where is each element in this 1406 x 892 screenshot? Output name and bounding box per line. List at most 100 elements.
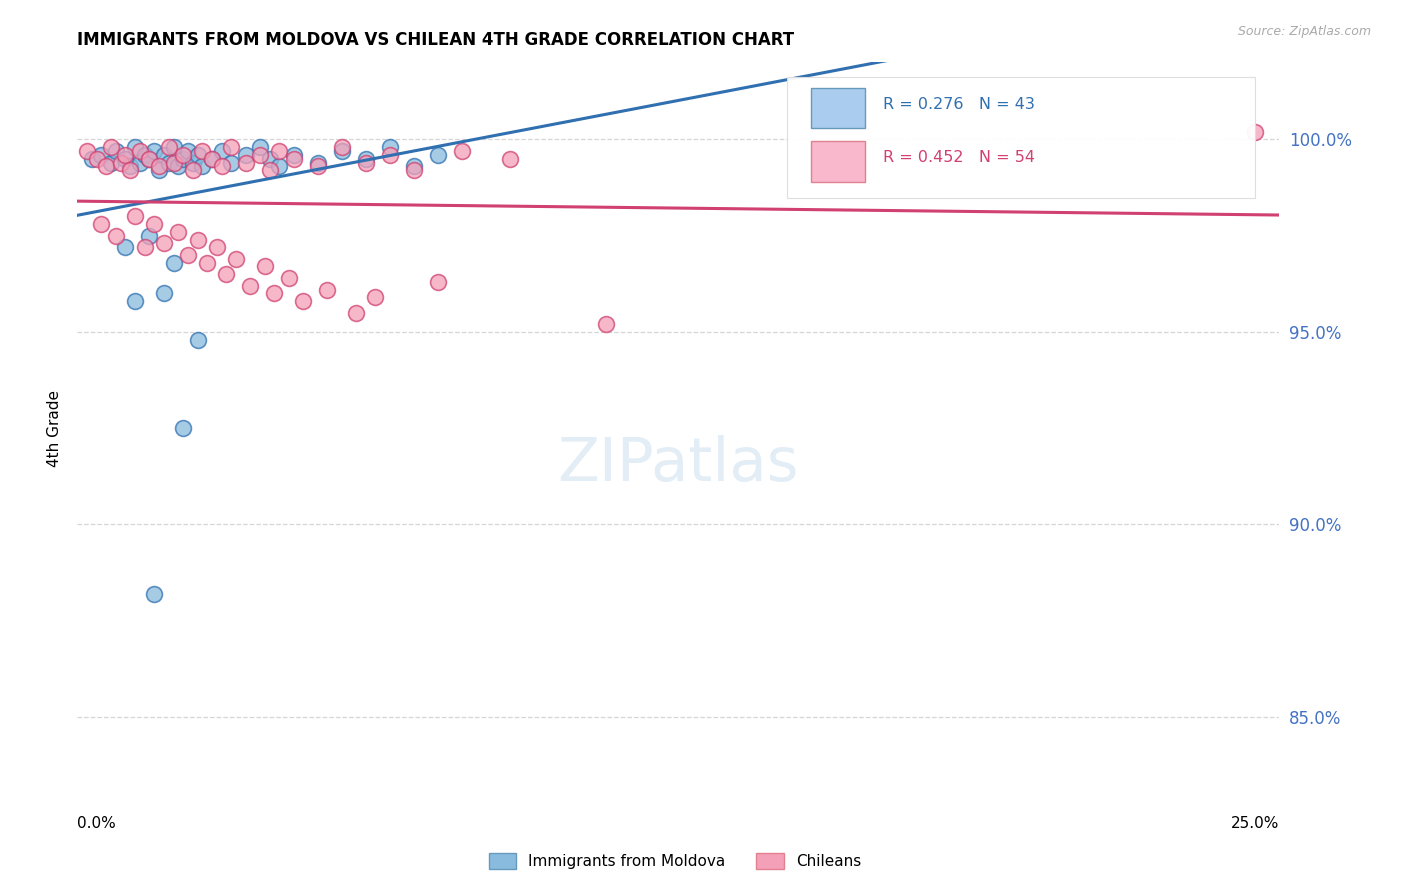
Point xyxy=(330,140,353,154)
Point xyxy=(90,148,112,162)
Point xyxy=(110,155,132,169)
Point xyxy=(104,144,127,158)
Point xyxy=(181,163,204,178)
Point xyxy=(253,260,276,274)
Point xyxy=(378,148,401,162)
Point xyxy=(364,290,387,304)
Point xyxy=(225,252,247,266)
Point xyxy=(283,148,305,162)
Point xyxy=(181,155,204,169)
Point xyxy=(354,152,377,166)
Point xyxy=(172,152,194,166)
Point xyxy=(177,248,200,262)
Point xyxy=(148,160,170,174)
Point xyxy=(143,587,166,601)
Point xyxy=(307,155,329,169)
Legend: Immigrants from Moldova, Chileans: Immigrants from Moldova, Chileans xyxy=(482,847,868,875)
Point xyxy=(128,144,150,158)
Point xyxy=(354,155,377,169)
Point xyxy=(138,228,160,243)
Point xyxy=(128,155,150,169)
Point xyxy=(162,140,184,154)
Text: IMMIGRANTS FROM MOLDOVA VS CHILEAN 4TH GRADE CORRELATION CHART: IMMIGRANTS FROM MOLDOVA VS CHILEAN 4TH G… xyxy=(77,31,794,49)
Point xyxy=(162,155,184,169)
Point xyxy=(167,225,190,239)
Point xyxy=(263,286,285,301)
Point xyxy=(451,144,474,158)
Point xyxy=(259,163,281,178)
Point xyxy=(143,144,166,158)
Point xyxy=(219,140,242,154)
Point xyxy=(124,294,146,309)
Point xyxy=(316,283,339,297)
Point xyxy=(195,255,218,269)
Point xyxy=(104,228,127,243)
Text: ZIPatlas: ZIPatlas xyxy=(558,435,799,494)
Text: Source: ZipAtlas.com: Source: ZipAtlas.com xyxy=(1237,25,1371,38)
Point xyxy=(96,160,118,174)
Point xyxy=(205,240,228,254)
Point xyxy=(249,140,271,154)
Point xyxy=(201,152,224,166)
Point xyxy=(277,271,299,285)
Point xyxy=(211,160,233,174)
Point xyxy=(201,152,224,166)
Point xyxy=(153,148,176,162)
Point xyxy=(595,317,617,331)
Point xyxy=(330,144,353,158)
Point xyxy=(215,267,238,281)
FancyBboxPatch shape xyxy=(811,142,865,182)
Point xyxy=(100,140,122,154)
Point xyxy=(269,160,291,174)
Text: R = 0.276   N = 43: R = 0.276 N = 43 xyxy=(883,96,1035,112)
Point xyxy=(402,163,425,178)
Point xyxy=(100,155,122,169)
Point xyxy=(134,240,156,254)
Point xyxy=(120,163,142,178)
Point xyxy=(292,294,315,309)
Point xyxy=(134,148,156,162)
Point xyxy=(269,144,291,158)
Point xyxy=(172,148,194,162)
Point xyxy=(187,333,209,347)
Point xyxy=(172,421,194,435)
Point xyxy=(162,255,184,269)
Point xyxy=(86,152,108,166)
Point xyxy=(76,144,98,158)
Point xyxy=(138,152,160,166)
Point xyxy=(344,306,367,320)
Point xyxy=(138,152,160,166)
Point xyxy=(191,144,214,158)
Point xyxy=(120,160,142,174)
FancyBboxPatch shape xyxy=(786,77,1256,198)
Point xyxy=(187,148,209,162)
Point xyxy=(114,152,136,166)
Point xyxy=(402,160,425,174)
Y-axis label: 4th Grade: 4th Grade xyxy=(46,390,62,467)
Text: 25.0%: 25.0% xyxy=(1232,816,1279,831)
Point xyxy=(157,155,180,169)
Point xyxy=(124,140,146,154)
Point xyxy=(143,217,166,231)
Point xyxy=(378,140,401,154)
Point xyxy=(124,210,146,224)
Point xyxy=(177,144,200,158)
Text: R = 0.452   N = 54: R = 0.452 N = 54 xyxy=(883,150,1035,165)
Point xyxy=(499,152,522,166)
Point xyxy=(235,155,257,169)
Point xyxy=(114,240,136,254)
Point xyxy=(427,148,450,162)
Point xyxy=(148,163,170,178)
Point xyxy=(80,152,103,166)
Point xyxy=(427,275,450,289)
Point xyxy=(239,278,262,293)
Point xyxy=(1244,125,1267,139)
Point xyxy=(114,148,136,162)
Point xyxy=(283,152,305,166)
Point xyxy=(187,233,209,247)
Point xyxy=(259,152,281,166)
FancyBboxPatch shape xyxy=(811,88,865,128)
Point xyxy=(90,217,112,231)
Point xyxy=(235,148,257,162)
Point xyxy=(153,236,176,251)
